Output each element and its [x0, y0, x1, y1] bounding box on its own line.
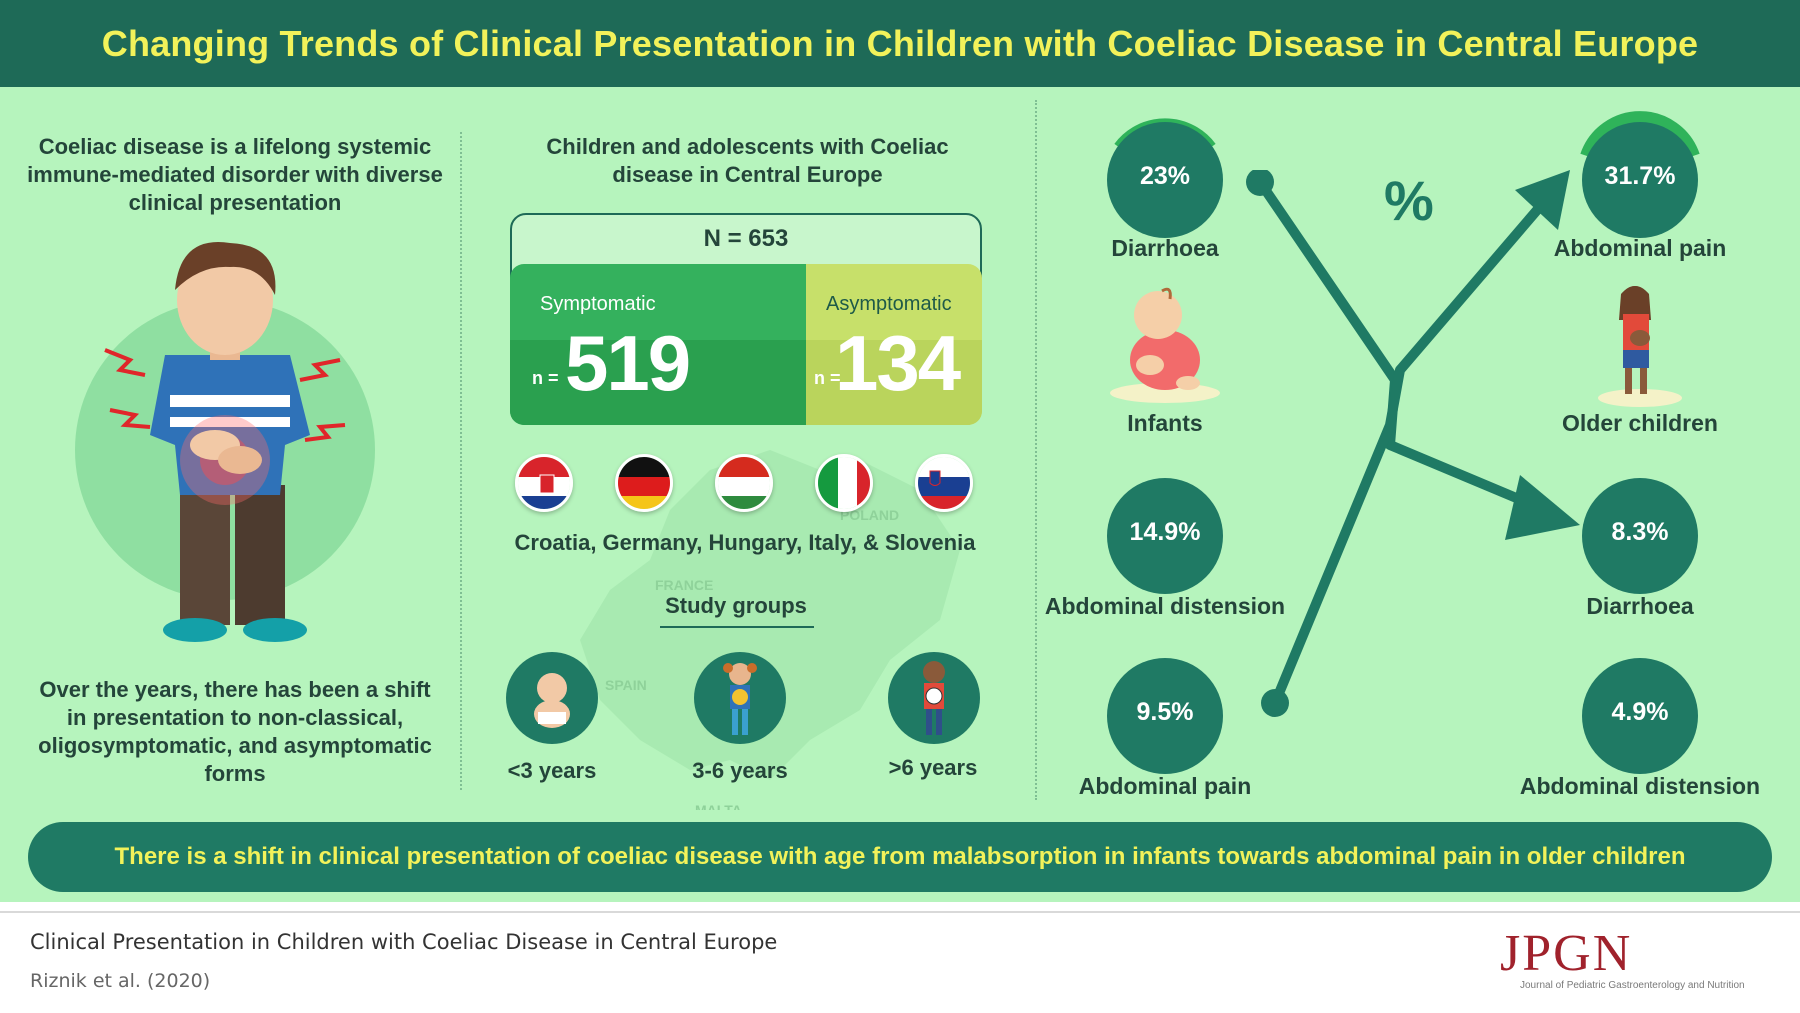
- infants-label: Infants: [1127, 410, 1203, 436]
- symptomatic-label: Symptomatic: [540, 293, 656, 315]
- column-divider-right: [1035, 100, 1037, 800]
- gauge-infant-diarrhoea: [1107, 122, 1223, 238]
- middle-heading: Children and adolescents with Coeliac di…: [546, 134, 949, 187]
- asymptomatic-box-shade: [806, 340, 982, 425]
- gauge-older-distension: [1582, 658, 1698, 774]
- boy-stomach-ache-illustration: [75, 241, 375, 642]
- outro-text: Over the years, there has been a shift i…: [38, 677, 432, 786]
- footer-citation: Riznik et al. (2020): [30, 970, 211, 992]
- trend-arrows: [1246, 170, 1580, 717]
- gauge-arc-older-pain: [1580, 111, 1700, 159]
- conclusion-text: There is a shift in clinical presentatio…: [114, 843, 1686, 870]
- older-children-label: Older children: [1562, 410, 1718, 436]
- study-groups-underline: [660, 626, 814, 628]
- label-infant-distension: Abdominal distension: [1044, 593, 1286, 619]
- gauge-infant-distension: [1107, 478, 1223, 594]
- age-group-toddler-icon: [694, 652, 786, 744]
- asymptomatic-count: 134: [835, 319, 961, 407]
- gauge-older-diarrhoea: [1582, 478, 1698, 594]
- total-count: N = 653: [703, 225, 789, 252]
- map-label-france: FRANCE: [655, 577, 713, 593]
- age-group-label-child: >6 years: [888, 755, 978, 780]
- label-older-distension: Abdominal distension: [1519, 773, 1761, 799]
- countries-list: Croatia, Germany, Hungary, Italy, & Slov…: [514, 530, 976, 555]
- italy-flag-icon: [815, 454, 873, 512]
- value-older-pain: 31.7%: [1604, 162, 1676, 190]
- germany-flag-icon: [615, 454, 673, 512]
- map-label-spain: SPAIN: [605, 677, 647, 693]
- column-divider-left: [460, 132, 462, 790]
- asymptomatic-label: Asymptomatic: [826, 293, 952, 315]
- slovenia-flag-icon: [915, 454, 973, 512]
- footer-divider: [0, 911, 1800, 913]
- asymptomatic-prefix: n =: [814, 368, 841, 388]
- gauge-infant-pain: [1107, 658, 1223, 774]
- page-title: Changing Trends of Clinical Presentation…: [101, 22, 1699, 64]
- conclusion-banner: There is a shift in clinical presentatio…: [28, 822, 1772, 892]
- intro-text: Coeliac disease is a lifelong systemic i…: [27, 134, 443, 215]
- header-bar: Changing Trends of Clinical Presentation…: [0, 0, 1800, 87]
- age-group-label-toddler: 3-6 years: [692, 758, 788, 783]
- age-group-child-icon: [888, 652, 980, 744]
- map-label-malta: MALTA: [695, 802, 742, 810]
- percent-symbol: %: [1384, 169, 1434, 232]
- footer-title: Clinical Presentation in Children with C…: [30, 930, 778, 954]
- gauge-older-pain: [1582, 122, 1698, 238]
- age-group-label-infant: <3 years: [507, 758, 597, 783]
- hungary-flag-icon: [715, 454, 773, 512]
- older-child-illustration: [1598, 286, 1682, 407]
- study-groups-title: Study groups: [665, 593, 807, 618]
- value-older-distension: 4.9%: [1611, 698, 1669, 726]
- value-infant-diarrhoea: 23%: [1139, 162, 1191, 190]
- value-infant-pain: 9.5%: [1136, 698, 1194, 726]
- croatia-flag-icon: [515, 454, 573, 512]
- symptomatic-prefix: n =: [532, 368, 559, 388]
- symptomatic-count: 519: [565, 319, 691, 407]
- europe-map-background: POLAND FRANCE SPAIN MALTA: [580, 450, 960, 810]
- map-label-poland: POLAND: [840, 507, 899, 523]
- label-infant-pain: Abdominal pain: [1078, 773, 1252, 799]
- jpgn-logo: JPGN: [1500, 925, 1633, 982]
- age-group-infant-icon: [506, 652, 598, 744]
- label-older-diarrhoea: Diarrhoea: [1586, 593, 1694, 619]
- symptomatic-box-shade: [510, 340, 806, 425]
- infant-illustration: [1110, 287, 1220, 403]
- value-older-diarrhoea: 8.3%: [1611, 518, 1669, 546]
- value-infant-distension: 14.9%: [1129, 518, 1201, 546]
- jpgn-logo-subtitle: Journal of Pediatric Gastroenterology an…: [1520, 980, 1745, 991]
- label-older-pain: Abdominal pain: [1553, 235, 1727, 261]
- label-infant-diarrhoea: Diarrhoea: [1111, 235, 1219, 261]
